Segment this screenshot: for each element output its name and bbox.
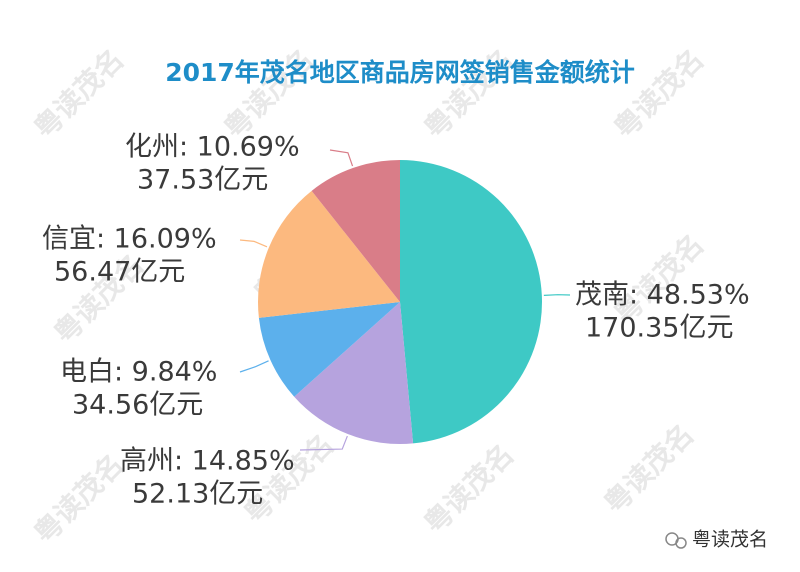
leader-line: [239, 239, 268, 248]
amount-label: 170.35亿元: [585, 313, 733, 344]
slice-label: 高州: 14.85%: [120, 446, 295, 477]
chart-title: 2017年茂名地区商品房网签销售金额统计: [165, 58, 635, 87]
pie-slice: [311, 160, 400, 302]
pie-slice: [258, 302, 400, 397]
pie-slice: [258, 190, 400, 318]
watermark: 粤读茂名: [598, 418, 701, 521]
slice-label: 茂南: 48.53%: [575, 280, 750, 311]
logo-text: 粤读茂名: [692, 529, 768, 551]
logo-icon: [675, 537, 687, 549]
amount-label: 52.13亿元: [132, 479, 263, 510]
leader-line: [329, 149, 354, 167]
logo: 粤读茂名: [665, 529, 768, 551]
slice-label: 电白: 9.84%: [60, 357, 217, 388]
amount-label: 56.47亿元: [54, 257, 185, 288]
pie-slice: [294, 302, 414, 444]
leader-line: [299, 435, 348, 451]
amount-label: 37.53亿元: [137, 165, 268, 196]
watermark: 粤读茂名: [418, 438, 521, 541]
pie-slice: [400, 160, 542, 444]
slice-label: 信宜: 16.09%: [42, 224, 217, 255]
watermark: 粤读茂名: [28, 448, 131, 551]
watermark: 粤读茂名: [28, 43, 131, 146]
amount-label: 34.56亿元: [72, 390, 203, 421]
slice-label: 化州: 10.69%: [125, 132, 300, 163]
leader-line: [543, 294, 571, 296]
leader-line: [239, 360, 269, 373]
